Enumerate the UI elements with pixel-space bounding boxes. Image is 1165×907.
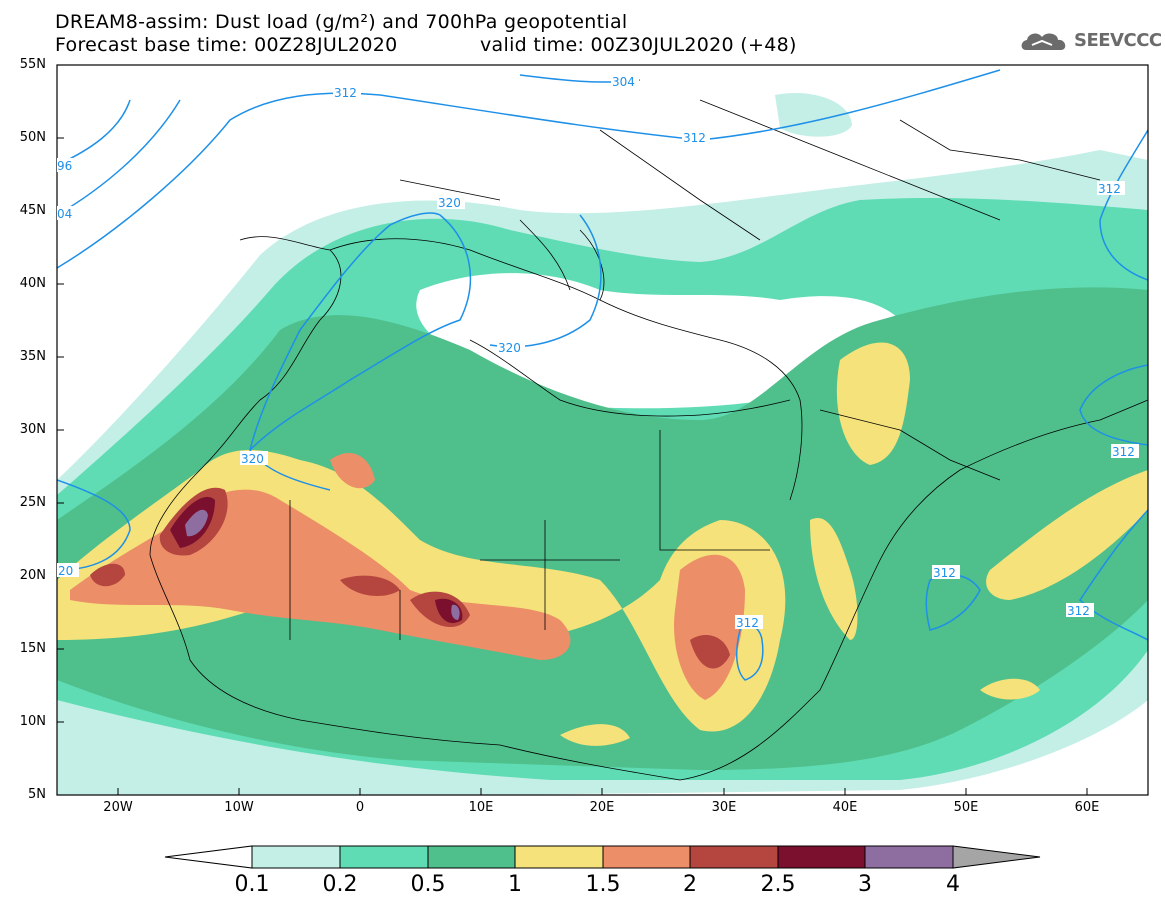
- contour-label: 304: [612, 75, 635, 89]
- colorbar-label: 1.5: [585, 872, 621, 897]
- contour-label: 312: [1112, 445, 1135, 459]
- contour-label: 320: [498, 341, 521, 355]
- colorbar-swatch: [514, 845, 604, 869]
- dust-shading-2: [690, 635, 730, 669]
- coastlines: [149, 99, 1148, 781]
- contour-label: 312: [933, 566, 956, 580]
- contour-label: 312: [683, 131, 706, 145]
- dust-shading-1: [836, 342, 910, 465]
- contour-label: 312: [1098, 182, 1121, 196]
- lat-label: 45N: [19, 203, 46, 218]
- dust-shading-1.5: [674, 554, 745, 700]
- contour-labels: 312 304 312 96 04 320 320 320 20 312 312…: [57, 74, 1139, 630]
- contour-label: 312: [1067, 604, 1090, 618]
- colorbar-low-arrow: [164, 845, 253, 869]
- lon-label: 10E: [468, 800, 494, 815]
- forecast-base-time: Forecast base time: 00Z28JUL2020: [55, 34, 398, 56]
- dust-shading-2: [90, 563, 125, 587]
- lon-label: 30E: [711, 800, 737, 815]
- lon-label: 50E: [953, 800, 979, 815]
- lat-label: 20N: [19, 568, 46, 583]
- cloud-icon: [1021, 33, 1066, 50]
- lon-label: 10W: [224, 800, 254, 815]
- colorbar-label: 0.5: [410, 872, 446, 897]
- map-title: DREAM8-assim: Dust load (g/m²) and 700hP…: [55, 11, 628, 33]
- dust-shading-2: [340, 575, 400, 596]
- contour-label: 96: [57, 159, 72, 173]
- colorbar-label: 1: [508, 872, 522, 897]
- colorbar: [164, 845, 1041, 869]
- dust-shading-1: [560, 724, 630, 746]
- lon-label: 40E: [832, 800, 858, 815]
- contour-label: 20: [58, 564, 73, 578]
- lat-label: 35N: [19, 349, 46, 364]
- lat-label: 25N: [19, 495, 46, 510]
- lat-label: 15N: [19, 641, 46, 656]
- clear-area: [416, 273, 900, 409]
- dust-shading-4: [451, 604, 460, 620]
- contour-label: 320: [438, 196, 461, 210]
- dust-shading-1: [980, 678, 1040, 700]
- lat-label: 5N: [28, 787, 46, 802]
- colorbar-label: 0.1: [234, 872, 270, 897]
- dust-shading-4: [185, 509, 208, 537]
- colorbar-swatch: [689, 845, 779, 869]
- colorbar-swatch: [251, 845, 341, 869]
- colorbar-swatch: [427, 845, 516, 869]
- colorbar-label: 4: [946, 872, 960, 897]
- contour-label: 312: [334, 86, 357, 100]
- dust-shading-1: [986, 470, 1148, 600]
- contour-label: 320: [241, 452, 264, 466]
- seevccc-logo: SEEVCCC: [1018, 26, 1162, 56]
- dust-field: [57, 93, 1148, 795]
- lat-label: 50N: [19, 130, 46, 145]
- lat-label: 10N: [19, 714, 46, 729]
- logo-text: SEEVCCC: [1074, 30, 1162, 51]
- colorbar-label: 0.2: [322, 872, 358, 897]
- dust-shading-1: [810, 518, 858, 640]
- colorbar-swatch: [339, 845, 429, 869]
- lon-label: 0: [355, 800, 365, 815]
- contour-label: 312: [736, 616, 759, 630]
- lon-label: 20E: [589, 800, 615, 815]
- contour-label: 04: [57, 207, 72, 221]
- lat-label: 40N: [19, 276, 46, 291]
- colorbar-label: 2.5: [760, 872, 796, 897]
- colorbar-high-arrow: [952, 845, 1041, 869]
- colorbar-label: 3: [858, 872, 872, 897]
- dust-shading-1.5: [330, 452, 375, 489]
- colorbar-swatch: [777, 845, 866, 869]
- lat-label: 30N: [19, 422, 46, 437]
- colorbar-label: 2: [683, 872, 697, 897]
- valid-time: valid time: 00Z30JUL2020 (+48): [480, 34, 797, 56]
- colorbar-swatch: [864, 845, 954, 869]
- colorbar-swatch: [602, 845, 691, 869]
- lon-label: 60E: [1074, 800, 1100, 815]
- lon-label: 20W: [103, 800, 133, 815]
- lat-label: 55N: [19, 57, 46, 72]
